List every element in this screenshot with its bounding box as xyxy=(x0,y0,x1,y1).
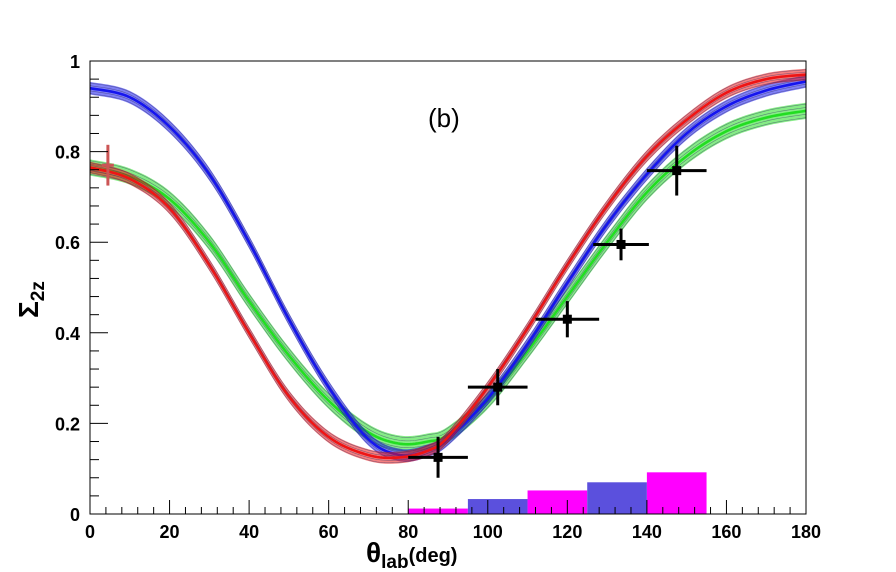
y-axis-title-symbol: Σ xyxy=(13,301,44,318)
panel-label: (b) xyxy=(428,103,460,133)
data-points xyxy=(101,144,707,478)
data-point-1 xyxy=(408,436,468,478)
y-tick-label: 0.6 xyxy=(55,233,80,253)
band-edge-line xyxy=(89,107,807,442)
y-tick-label: 0.2 xyxy=(55,414,80,434)
data-point-4 xyxy=(593,228,649,261)
data-marker xyxy=(493,382,503,392)
systematic-bar-1 xyxy=(408,508,468,514)
data-point-3 xyxy=(535,301,600,338)
y-axis-title-subscript: 2z xyxy=(28,281,49,301)
systematic-bar-4 xyxy=(587,482,647,514)
systematic-bar-5 xyxy=(646,472,707,514)
data-marker xyxy=(562,314,572,324)
systematic-bar-2 xyxy=(467,499,528,514)
systematic-bar-3 xyxy=(527,490,588,514)
data-marker xyxy=(616,239,626,249)
data-point-2 xyxy=(467,369,528,406)
x-tick-label: 140 xyxy=(632,522,662,542)
x-tick-label: 80 xyxy=(398,522,418,542)
x-tick-label: 120 xyxy=(552,522,582,542)
band-edge-line xyxy=(89,103,807,438)
plot-frame xyxy=(89,60,807,515)
x-axis-title-unit: (deg) xyxy=(409,545,458,567)
x-tick-label: 60 xyxy=(319,522,339,542)
x-axis-title: θlab(deg) xyxy=(366,537,457,572)
data-marker xyxy=(433,452,443,462)
x-axis-title-subscript: lab xyxy=(381,552,408,572)
x-axis-title-symbol: θ xyxy=(366,537,381,568)
axes: 0 20 40 60 80 100 120 140 160 180 0 0.2 0.4 0.6 0.8 1 xyxy=(55,52,821,542)
y-tick-label: 0.4 xyxy=(55,324,80,344)
y-tick-label: 1 xyxy=(70,52,80,72)
y-tick-label: 0 xyxy=(70,505,80,525)
x-tick-label: 100 xyxy=(473,522,503,542)
y-tick-label: 0.8 xyxy=(55,143,80,163)
x-tick-label: 0 xyxy=(85,522,95,542)
y-axis-title: Σ2z xyxy=(13,281,49,318)
x-tick-label: 180 xyxy=(791,522,821,542)
x-tick-label: 160 xyxy=(711,522,741,542)
data-marker xyxy=(672,166,682,176)
x-tick-label: 20 xyxy=(160,522,180,542)
data-point-5 xyxy=(646,145,707,196)
systematic-bars xyxy=(408,472,707,514)
x-tick-label: 40 xyxy=(239,522,259,542)
